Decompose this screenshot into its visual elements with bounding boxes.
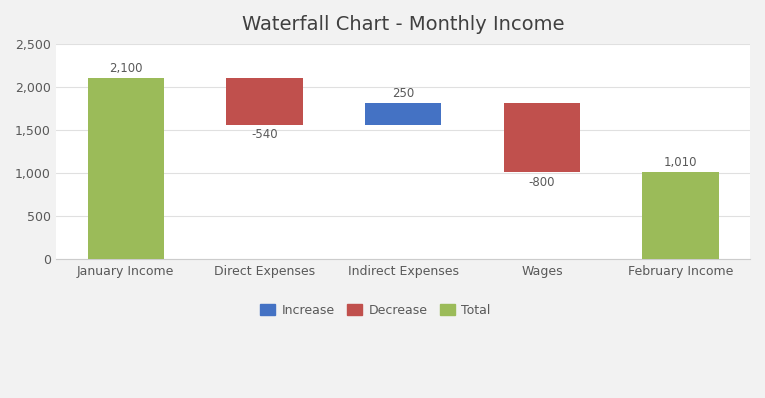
Text: -800: -800 xyxy=(529,176,555,189)
Bar xyxy=(365,103,441,125)
Text: -540: -540 xyxy=(251,128,278,141)
Bar xyxy=(504,103,580,172)
Bar xyxy=(643,172,719,259)
Text: 1,010: 1,010 xyxy=(664,156,698,169)
Bar xyxy=(226,78,303,125)
Text: 250: 250 xyxy=(392,87,415,100)
Title: Waterfall Chart - Monthly Income: Waterfall Chart - Monthly Income xyxy=(242,15,565,34)
Bar xyxy=(88,78,164,259)
Legend: Increase, Decrease, Total: Increase, Decrease, Total xyxy=(256,299,496,322)
Text: 2,100: 2,100 xyxy=(109,62,142,75)
